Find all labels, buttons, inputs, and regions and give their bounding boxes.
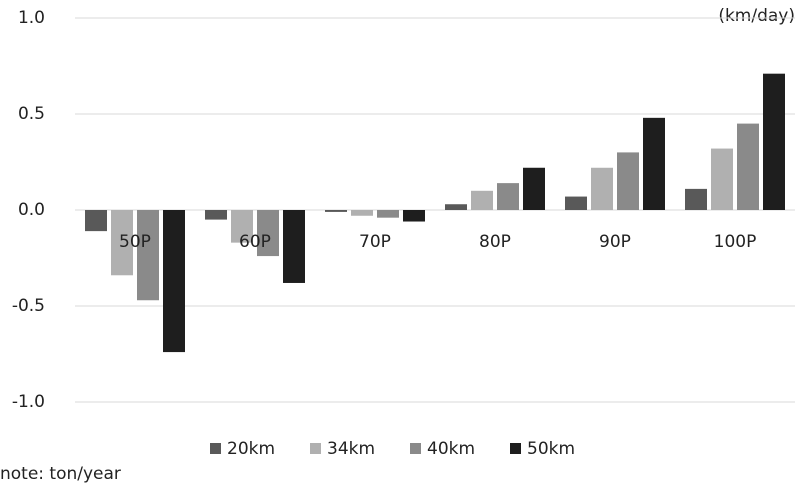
bar bbox=[351, 210, 373, 216]
bar bbox=[591, 167, 613, 210]
legend-swatch bbox=[410, 443, 421, 454]
x-tick-label: 60P bbox=[239, 232, 271, 252]
legend-label: 50km bbox=[527, 439, 575, 459]
bar bbox=[711, 148, 733, 210]
bar bbox=[497, 183, 519, 210]
bar bbox=[163, 210, 185, 353]
legend-label: 40km bbox=[427, 439, 475, 459]
bar bbox=[403, 210, 425, 222]
bar bbox=[85, 210, 107, 232]
bar bbox=[445, 204, 467, 210]
y-tick-label: 0.5 bbox=[18, 104, 45, 124]
bar bbox=[377, 210, 399, 218]
bar bbox=[643, 117, 665, 210]
note: note: ton/year bbox=[0, 464, 121, 484]
bar bbox=[523, 167, 545, 210]
x-tick-label: 90P bbox=[599, 232, 631, 252]
x-tick-label: 80P bbox=[479, 232, 511, 252]
bar bbox=[137, 210, 159, 301]
unit-label: (km/day) bbox=[718, 6, 795, 26]
legend-swatch bbox=[510, 443, 521, 454]
bar bbox=[111, 210, 133, 276]
legend-swatch bbox=[210, 443, 221, 454]
bar bbox=[325, 210, 347, 212]
y-tick-label: 1.0 bbox=[18, 8, 45, 28]
bar bbox=[471, 190, 493, 210]
x-tick-label: 70P bbox=[359, 232, 391, 252]
bar bbox=[763, 73, 785, 211]
x-tick-label: 50P bbox=[119, 232, 151, 252]
bar bbox=[685, 188, 707, 210]
legend-label: 20km bbox=[227, 439, 275, 459]
y-tick-label: 0.0 bbox=[18, 200, 45, 220]
y-tick-label: -1.0 bbox=[12, 392, 45, 412]
bar bbox=[257, 210, 279, 257]
x-tick-label: 100P bbox=[714, 232, 757, 252]
bar bbox=[231, 210, 253, 243]
y-tick-label: -0.5 bbox=[12, 296, 45, 316]
bar bbox=[205, 210, 227, 220]
legend-label: 34km bbox=[327, 439, 375, 459]
bar bbox=[565, 196, 587, 210]
legend-swatch bbox=[310, 443, 321, 454]
bar bbox=[283, 210, 305, 283]
bar bbox=[617, 152, 639, 210]
bar bbox=[737, 123, 759, 210]
